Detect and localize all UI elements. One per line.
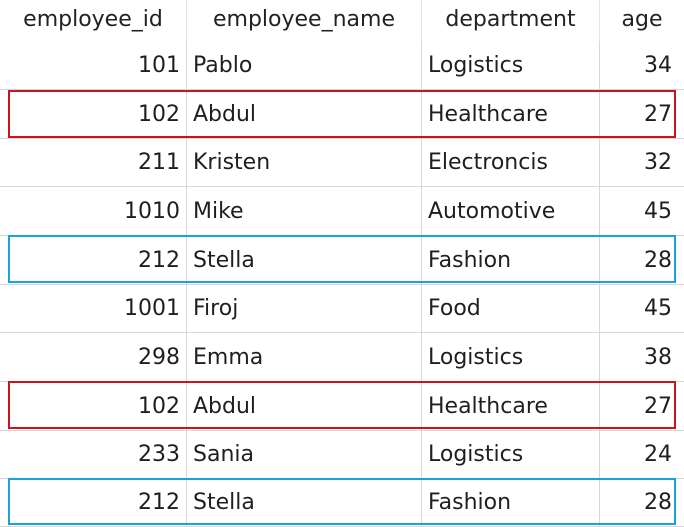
cell-department[interactable]: Food	[422, 285, 600, 333]
table-row[interactable]: 298 Emma Logistics 38	[0, 333, 684, 382]
table-row[interactable]: 1001 Firoj Food 45	[0, 285, 684, 333]
table-row[interactable]: 101 Pablo Logistics 34	[0, 42, 684, 90]
cell-department[interactable]: Logistics	[422, 42, 600, 90]
cell-employee-id[interactable]: 233	[0, 431, 187, 479]
cell-employee-id[interactable]: 212	[0, 479, 187, 527]
cell-age[interactable]: 24	[600, 431, 684, 479]
table-row[interactable]: 102 Abdul Healthcare 27	[0, 90, 684, 139]
column-header-age[interactable]: age	[621, 6, 663, 32]
cell-employee-id[interactable]: 211	[0, 139, 187, 187]
cell-age[interactable]: 45	[600, 187, 684, 236]
table-row[interactable]: 212 Stella Fashion 28	[0, 236, 684, 285]
table-row[interactable]: 212 Stella Fashion 28	[0, 479, 684, 527]
table-row[interactable]: 233 Sania Logistics 24	[0, 431, 684, 479]
cell-employee-name[interactable]: Stella	[187, 236, 422, 285]
cell-department[interactable]: Logistics	[422, 431, 600, 479]
column-header-employee-id[interactable]: employee_id	[0, 0, 187, 42]
cell-department[interactable]: Fashion	[422, 236, 600, 285]
cell-department[interactable]: Electroncis	[422, 139, 600, 187]
cell-age[interactable]: 27	[600, 90, 684, 139]
cell-employee-name[interactable]: Pablo	[187, 42, 422, 90]
cell-employee-id[interactable]: 101	[0, 42, 187, 90]
cell-age[interactable]: 32	[600, 139, 684, 187]
cell-department[interactable]: Logistics	[422, 333, 600, 382]
cell-employee-name[interactable]: Stella	[187, 479, 422, 527]
cell-age[interactable]: 38	[600, 333, 684, 382]
cell-department[interactable]: Healthcare	[422, 382, 600, 431]
cell-employee-name[interactable]: Abdul	[187, 90, 422, 139]
cell-employee-id[interactable]: 212	[0, 236, 187, 285]
cell-age[interactable]: 28	[600, 479, 684, 527]
column-header-employee-name[interactable]: employee_name	[187, 0, 422, 42]
cell-employee-name[interactable]: Mike	[187, 187, 422, 236]
cell-age[interactable]: 45	[600, 285, 684, 333]
grid-header: employee_id employee_name department age	[0, 0, 684, 42]
table-row[interactable]: 102 Abdul Healthcare 27	[0, 382, 684, 431]
cell-employee-id[interactable]: 298	[0, 333, 187, 382]
cell-employee-id[interactable]: 1010	[0, 187, 187, 236]
cell-department[interactable]: Fashion	[422, 479, 600, 527]
cell-employee-name[interactable]: Emma	[187, 333, 422, 382]
cell-employee-id[interactable]: 102	[0, 382, 187, 431]
cell-age[interactable]: 34	[600, 42, 684, 90]
table-row[interactable]: 1010 Mike Automotive 45	[0, 187, 684, 236]
cell-employee-id[interactable]: 1001	[0, 285, 187, 333]
cell-age[interactable]: 28	[600, 236, 684, 285]
column-header-department[interactable]: department	[422, 0, 600, 42]
cell-employee-id[interactable]: 102	[0, 90, 187, 139]
cell-department[interactable]: Healthcare	[422, 90, 600, 139]
cell-department[interactable]: Automotive	[422, 187, 600, 236]
table-row[interactable]: 211 Kristen Electroncis 32	[0, 139, 684, 187]
cell-age[interactable]: 27	[600, 382, 684, 431]
cell-employee-name[interactable]: Firoj	[187, 285, 422, 333]
cell-employee-name[interactable]: Abdul	[187, 382, 422, 431]
cell-employee-name[interactable]: Kristen	[187, 139, 422, 187]
cell-employee-name[interactable]: Sania	[187, 431, 422, 479]
